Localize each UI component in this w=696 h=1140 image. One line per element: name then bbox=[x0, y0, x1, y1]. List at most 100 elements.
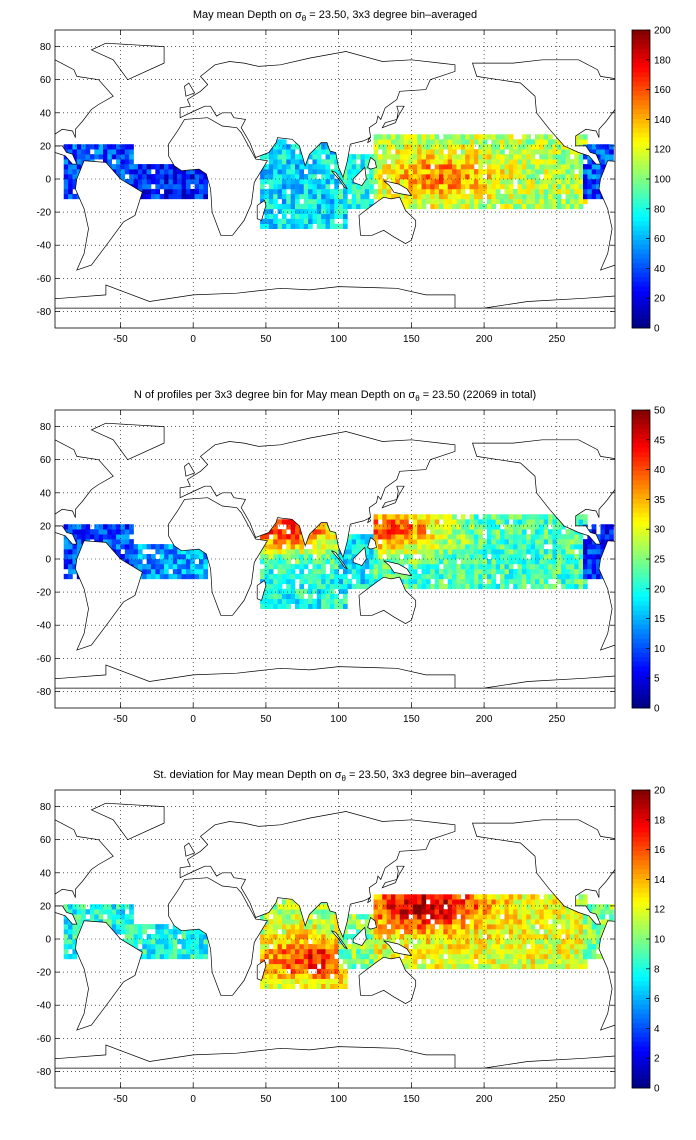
heatmap-cell bbox=[185, 179, 191, 185]
heatmap-cell bbox=[334, 929, 339, 935]
heatmap-cell bbox=[425, 198, 431, 205]
heatmap-cell bbox=[408, 929, 414, 935]
colorbar-segment bbox=[632, 286, 650, 292]
heatmap-cell bbox=[556, 899, 562, 905]
heatmap-cell bbox=[521, 144, 527, 150]
heatmap-cell bbox=[281, 179, 287, 185]
heatmap-cell bbox=[425, 554, 431, 560]
heatmap-cell bbox=[578, 169, 584, 175]
heatmap-cell bbox=[473, 183, 479, 190]
heatmap-cell bbox=[404, 154, 409, 160]
heatmap-cell bbox=[290, 519, 296, 525]
heatmap-cell bbox=[535, 203, 540, 210]
heatmap-cell bbox=[430, 943, 435, 950]
heatmap-cell bbox=[264, 188, 270, 195]
heatmap-cell bbox=[391, 534, 396, 540]
heatmap-cell bbox=[295, 208, 300, 215]
heatmap-cell bbox=[491, 139, 497, 145]
heatmap-cell bbox=[155, 568, 161, 575]
heatmap-cell bbox=[89, 914, 95, 920]
heatmap-cell bbox=[548, 958, 553, 965]
heatmap-cell bbox=[116, 149, 121, 155]
heatmap-cell bbox=[583, 929, 588, 935]
heatmap-cell bbox=[325, 203, 331, 210]
heatmap-cell bbox=[504, 144, 510, 150]
heatmap-cell bbox=[513, 573, 518, 580]
heatmap-cell bbox=[203, 554, 209, 560]
heatmap-cell bbox=[351, 943, 357, 950]
heatmap-cell bbox=[264, 154, 270, 160]
heatmap-cell bbox=[76, 549, 82, 555]
heatmap-cell bbox=[308, 174, 313, 180]
heatmap-cell bbox=[552, 154, 558, 160]
heatmap-cell bbox=[535, 188, 540, 195]
heatmap-cell bbox=[281, 559, 287, 565]
heatmap-cell bbox=[382, 899, 387, 905]
heatmap-cell bbox=[347, 578, 353, 585]
heatmap-cell bbox=[364, 539, 370, 545]
heatmap-cell bbox=[81, 529, 86, 535]
heatmap-cell bbox=[482, 139, 488, 145]
heatmap-cell bbox=[591, 169, 597, 175]
heatmap-cell bbox=[548, 539, 553, 545]
heatmap-cell bbox=[539, 919, 545, 925]
heatmap-cell bbox=[116, 164, 121, 170]
heatmap-cell bbox=[543, 578, 549, 585]
heatmap-cell bbox=[539, 924, 545, 930]
heatmap-cell bbox=[295, 188, 300, 195]
heatmap-cell bbox=[116, 529, 121, 535]
heatmap-cell bbox=[482, 924, 488, 930]
heatmap-cell bbox=[273, 529, 278, 535]
heatmap-cell bbox=[508, 914, 514, 920]
heatmap-cell bbox=[303, 213, 309, 220]
landmass bbox=[184, 462, 196, 477]
heatmap-cell bbox=[373, 578, 379, 585]
heatmap-cell bbox=[535, 139, 540, 145]
heatmap-cell bbox=[273, 583, 278, 590]
heatmap-cell bbox=[508, 559, 514, 565]
colorbar-tick-label: 16 bbox=[654, 845, 666, 856]
heatmap-cell bbox=[513, 169, 518, 175]
heatmap-cell bbox=[295, 544, 300, 550]
heatmap-cell bbox=[286, 973, 291, 980]
heatmap-cell bbox=[391, 904, 396, 910]
colorbar-segment bbox=[632, 605, 650, 611]
heatmap-cell bbox=[290, 963, 296, 970]
heatmap-cell bbox=[473, 193, 479, 200]
heatmap-cell bbox=[137, 929, 143, 935]
heatmap-cell bbox=[478, 914, 483, 920]
heatmap-cell bbox=[495, 934, 501, 940]
heatmap-cell bbox=[447, 169, 453, 175]
heatmap-cell bbox=[587, 929, 593, 935]
heatmap-cell bbox=[504, 154, 510, 160]
heatmap-cell bbox=[552, 174, 558, 180]
heatmap-cell bbox=[129, 559, 134, 565]
heatmap-cell bbox=[473, 554, 479, 560]
landmass bbox=[256, 959, 267, 981]
heatmap-cell bbox=[120, 919, 126, 925]
heatmap-cell bbox=[142, 929, 147, 935]
heatmap-cell bbox=[491, 934, 497, 940]
heatmap-cell bbox=[508, 929, 514, 935]
heatmap-cell bbox=[583, 924, 588, 930]
heatmap-cell bbox=[417, 573, 422, 580]
heatmap-cell bbox=[89, 154, 95, 160]
heatmap-cell bbox=[391, 519, 396, 525]
heatmap-cell bbox=[526, 144, 531, 150]
heatmap-cell bbox=[264, 953, 270, 960]
heatmap-cell bbox=[430, 203, 435, 210]
heatmap-cell bbox=[517, 919, 523, 925]
heatmap-cell bbox=[321, 924, 326, 930]
heatmap-cell bbox=[343, 588, 348, 595]
heatmap-cell bbox=[574, 919, 579, 925]
landmass bbox=[75, 160, 143, 271]
colorbar-segment bbox=[632, 30, 650, 36]
colorbar-segment bbox=[632, 465, 650, 471]
colorbar-segment bbox=[632, 577, 650, 583]
heatmap-cell bbox=[465, 164, 470, 170]
heatmap-cell bbox=[591, 149, 597, 155]
heatmap-cell bbox=[578, 953, 584, 960]
heatmap-cell bbox=[574, 554, 579, 560]
heatmap-cell bbox=[460, 154, 466, 160]
heatmap-cell bbox=[530, 193, 536, 200]
